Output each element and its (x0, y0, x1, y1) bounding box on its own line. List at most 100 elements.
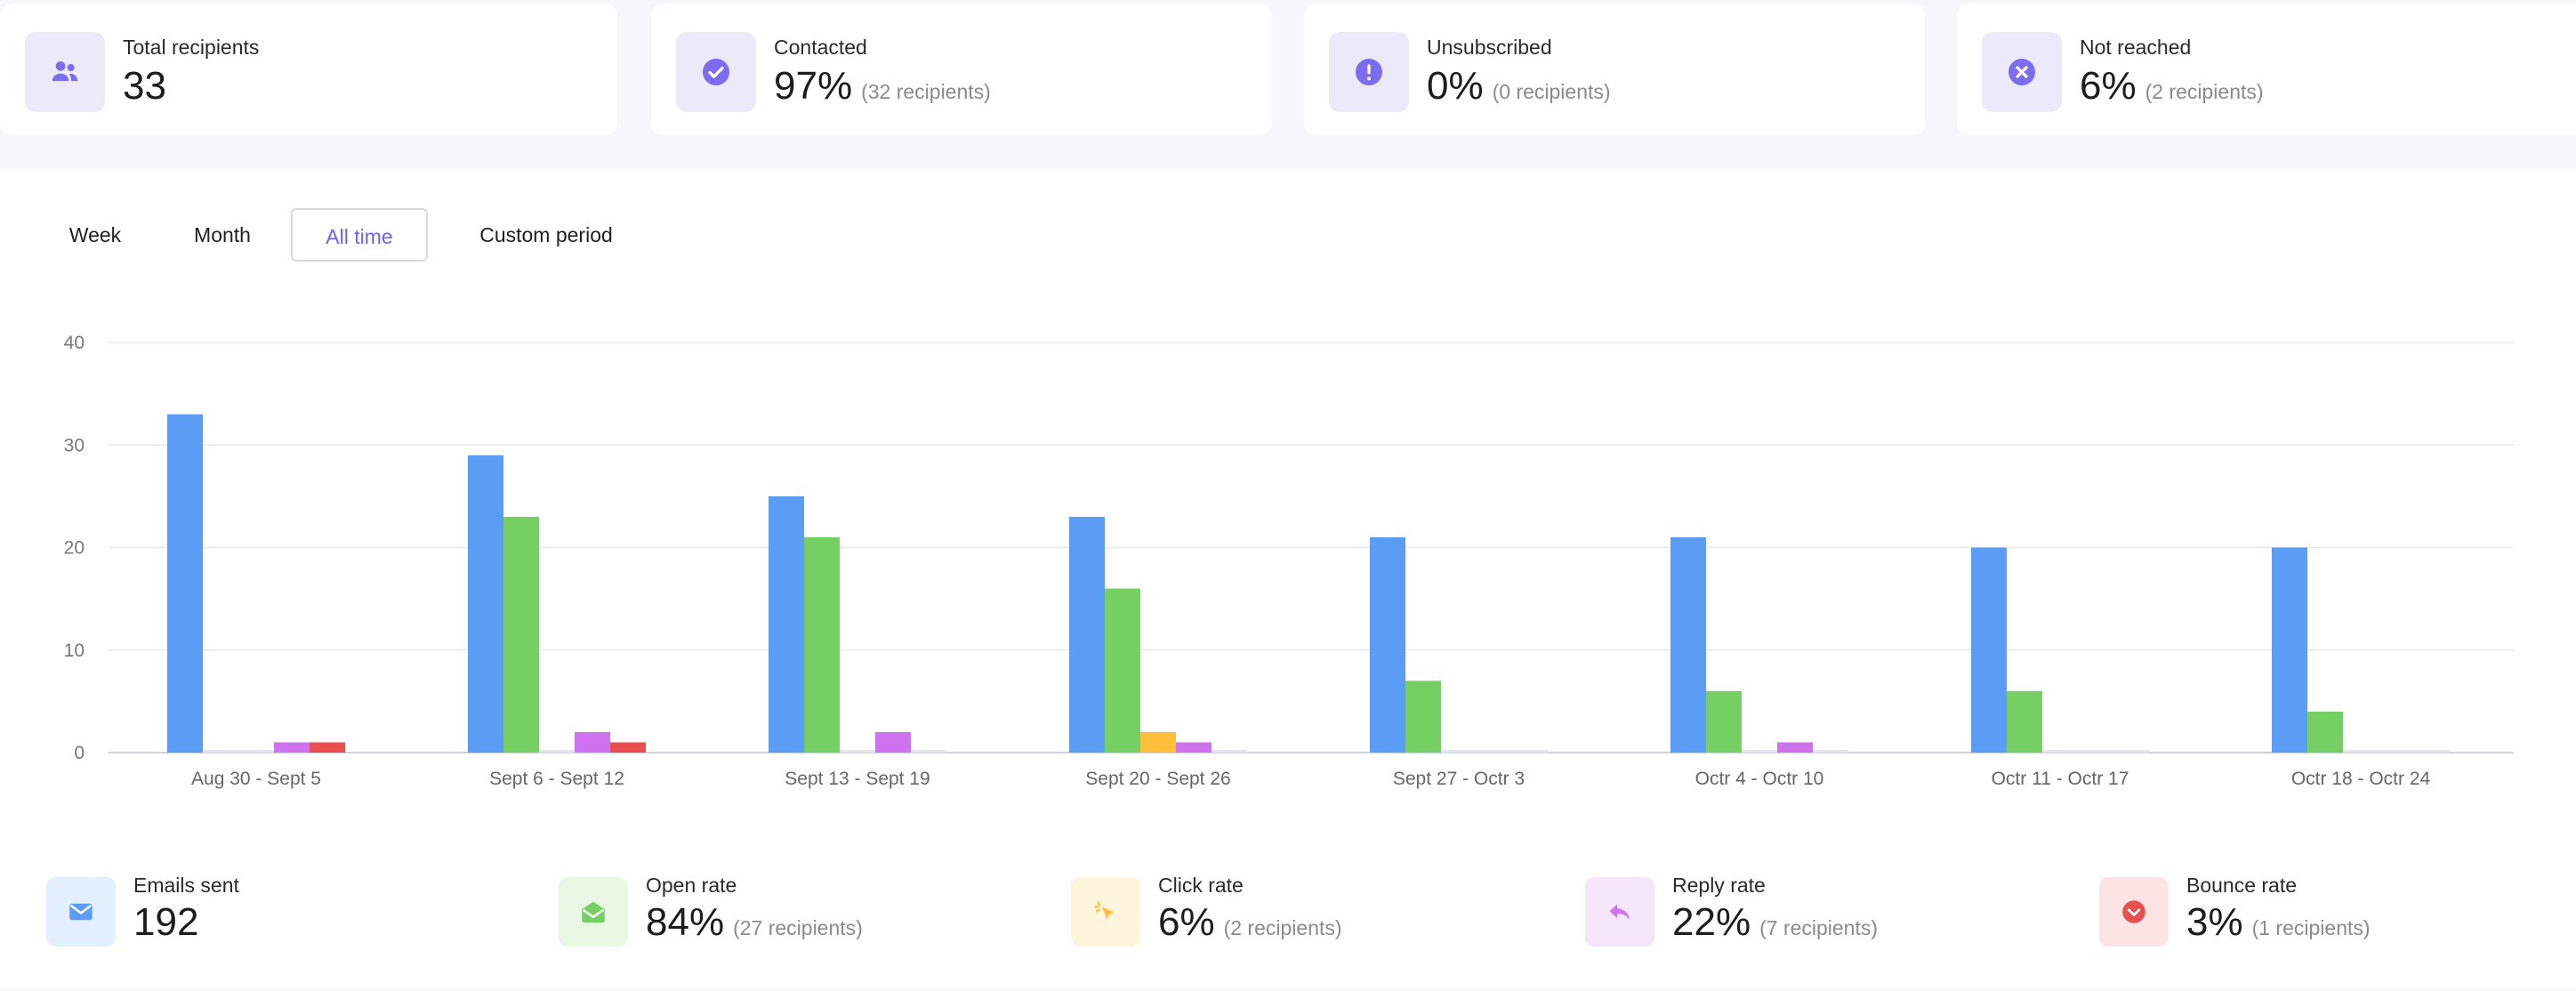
metric-sub: (2 recipients) (1223, 916, 1342, 939)
stat-sub: (32 recipients) (861, 80, 991, 103)
metric-label: Bounce rate (2186, 874, 2298, 897)
bar-reply-rate (875, 731, 911, 753)
bar-reply-rate (1777, 742, 1813, 753)
x-tick-label: Sept 13 - Sept 19 (785, 769, 930, 789)
bar-click-rate (2343, 750, 2379, 753)
metric-value-line: 3% (1 recipients) (2186, 900, 2371, 945)
tab-all-time[interactable]: All time (291, 208, 428, 262)
bar-reply-rate (2379, 750, 2414, 753)
bar-open-rate (1405, 681, 1441, 753)
bar-reply-rate (575, 731, 610, 753)
bar-bounce-rate (1212, 750, 1247, 753)
y-tick-label: 20 (64, 538, 85, 559)
bar-open-rate (1706, 690, 1742, 753)
y-axis-ticks: 0 10 20 30 40 (64, 333, 85, 763)
bar-click-rate (238, 750, 274, 753)
stat-value: 97% (774, 64, 853, 108)
bar-emails-sent (1971, 547, 2007, 753)
bar-reply-rate (274, 742, 310, 753)
y-tick-label: 40 (64, 333, 85, 353)
metric-value: 3% (2186, 900, 2243, 944)
tab-month[interactable]: Month (194, 223, 251, 246)
stat-sub: (0 recipients) (1492, 80, 1611, 103)
stat-card-contacted: Contacted 97% (32 recipients) (651, 4, 1272, 135)
x-tick-label: Sept 27 - Octr 3 (1393, 769, 1525, 789)
bar-click-rate (539, 750, 575, 753)
reply-arrow-icon (1585, 877, 1654, 947)
metric-sub: (7 recipients) (1759, 916, 1879, 939)
bar-bounce-rate (610, 742, 646, 753)
bar-bounce-rate (2113, 750, 2149, 753)
bar-emails-sent (1670, 536, 1706, 753)
bar-reply-rate (2078, 750, 2113, 753)
y-tick-label: 30 (64, 435, 85, 455)
stat-label: Unsubscribed (1427, 36, 1552, 59)
bar-reply-rate (1176, 742, 1212, 753)
bar-click-rate (1140, 731, 1176, 753)
x-tick-label: Octr 18 - Octr 24 (2291, 769, 2431, 789)
bar-open-rate (804, 536, 840, 753)
x-tick-label: Sept 20 - Sept 26 (1085, 769, 1230, 789)
metric-sub: (1 recipients) (2251, 916, 2371, 939)
bar-click-rate (840, 750, 875, 753)
metric-value: 22% (1672, 900, 1751, 944)
stat-label: Total recipients (123, 36, 260, 59)
stat-sub: (2 recipients) (2145, 80, 2264, 103)
x-circle-icon (1982, 32, 2062, 112)
metric-value-line: 6% (2 recipients) (1158, 900, 1342, 945)
check-circle-icon (676, 32, 756, 112)
bar-emails-sent (2272, 547, 2307, 753)
chart-bars (167, 414, 2450, 753)
metric-label: Click rate (1158, 874, 1244, 897)
bar-open-rate (503, 516, 539, 753)
metric-label: Open rate (646, 874, 737, 897)
metric-sub: (27 recipients) (733, 916, 863, 939)
bar-open-rate (1105, 588, 1140, 753)
metric-label: Reply rate (1672, 874, 1766, 897)
stat-value-line: 33 (123, 64, 175, 109)
bar-emails-sent (1370, 536, 1405, 753)
tab-custom-period[interactable]: Custom period (479, 223, 613, 246)
metric-value-line: 22% (7 recipients) (1672, 900, 1878, 945)
stat-value-line: 97% (32 recipients) (774, 64, 991, 109)
bounce-down-icon (2099, 877, 2169, 947)
y-tick-label: 0 (74, 743, 85, 763)
open-envelope-icon (559, 877, 628, 947)
bar-open-rate (203, 750, 238, 753)
bar-open-rate (2007, 690, 2042, 753)
tab-week[interactable]: Week (68, 223, 122, 246)
metric-value: 84% (646, 900, 725, 944)
stat-value: 33 (123, 64, 166, 108)
weekly-activity-chart: 0 10 20 30 40 Aug 30 - Sept 5 Sept 6 - Sept 1… (64, 333, 2514, 789)
metric-value: 192 (133, 900, 199, 944)
stat-label: Not reached (2080, 36, 2192, 59)
bar-reply-rate (1477, 750, 1512, 753)
campaign-stats-panel: Week Month All time Custom period 0 10 20 3… (0, 169, 2576, 987)
bar-click-rate (1742, 750, 1777, 753)
bar-bounce-rate (1813, 750, 1848, 753)
bar-emails-sent (167, 414, 203, 753)
stat-value-line: 6% (2 recipients) (2080, 64, 2264, 109)
stat-value-line: 0% (0 recipients) (1427, 64, 1611, 109)
bar-bounce-rate (911, 750, 946, 753)
bar-bounce-rate (1512, 750, 1548, 753)
envelope-icon (46, 877, 116, 947)
bar-bounce-rate (2414, 750, 2450, 753)
stat-value: 0% (1427, 64, 1484, 108)
x-tick-label: Aug 30 - Sept 5 (191, 769, 321, 789)
x-axis-ticks: Aug 30 - Sept 5 Sept 6 - Sept 12 Sept 13 -… (191, 769, 2430, 789)
exclamation-circle-icon (1329, 32, 1409, 112)
y-tick-label: 10 (64, 641, 85, 661)
bar-open-rate (2307, 711, 2343, 753)
bar-click-rate (2042, 750, 2078, 753)
stat-card-unsubscribed: Unsubscribed 0% (0 recipients) (1304, 4, 1925, 135)
stats-row: Total recipients 33 Contacted 97% (32 rec… (0, 0, 2576, 142)
metric-value: 6% (1158, 900, 1215, 944)
x-tick-label: Octr 4 - Octr 10 (1695, 769, 1824, 789)
stat-card-total-recipients: Total recipients 33 (0, 4, 617, 135)
bar-bounce-rate (310, 742, 345, 753)
metric-label: Emails sent (133, 874, 239, 897)
x-tick-label: Octr 11 - Octr 17 (1992, 769, 2129, 789)
bar-emails-sent (1069, 516, 1105, 753)
bar-click-rate (1441, 750, 1477, 753)
